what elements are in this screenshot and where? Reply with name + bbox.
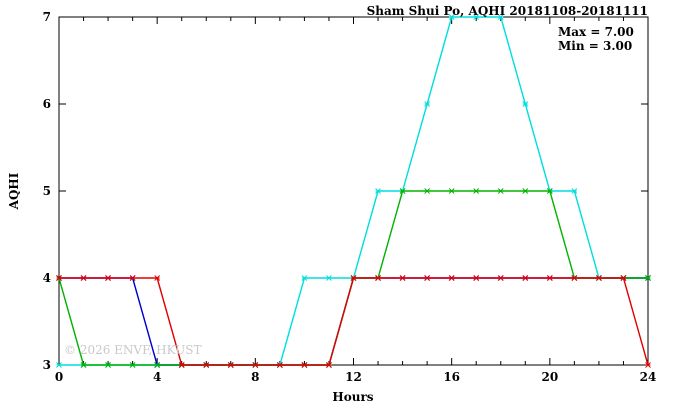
- x-tick-label: 12: [345, 370, 362, 384]
- y-tick-label: 7: [43, 10, 51, 24]
- min-value-label: Min = 3.00: [558, 39, 633, 53]
- y-tick-label: 5: [43, 184, 51, 198]
- x-tick-label: 4: [153, 370, 161, 384]
- y-axis-label: AQHI: [7, 172, 21, 210]
- x-tick-label: 16: [443, 370, 460, 384]
- x-tick-label: 8: [251, 370, 259, 384]
- series-line-20181111: [59, 16, 648, 366]
- x-tick-label: 24: [640, 370, 657, 384]
- x-tick-label: 0: [55, 370, 63, 384]
- watermark: © 2026 ENVF, HKUST: [64, 343, 202, 357]
- y-tick-label: 3: [43, 358, 51, 372]
- y-tick-label: 6: [43, 97, 51, 111]
- y-tick-label: 4: [43, 271, 51, 285]
- x-tick-label: 20: [541, 370, 558, 384]
- chart-title: Sham Shui Po, AQHI 20181108-20181111: [366, 4, 648, 18]
- max-value-label: Max = 7.00: [558, 25, 634, 39]
- series-markers-20181108: [56, 275, 651, 368]
- x-axis-label: Hours: [332, 390, 374, 404]
